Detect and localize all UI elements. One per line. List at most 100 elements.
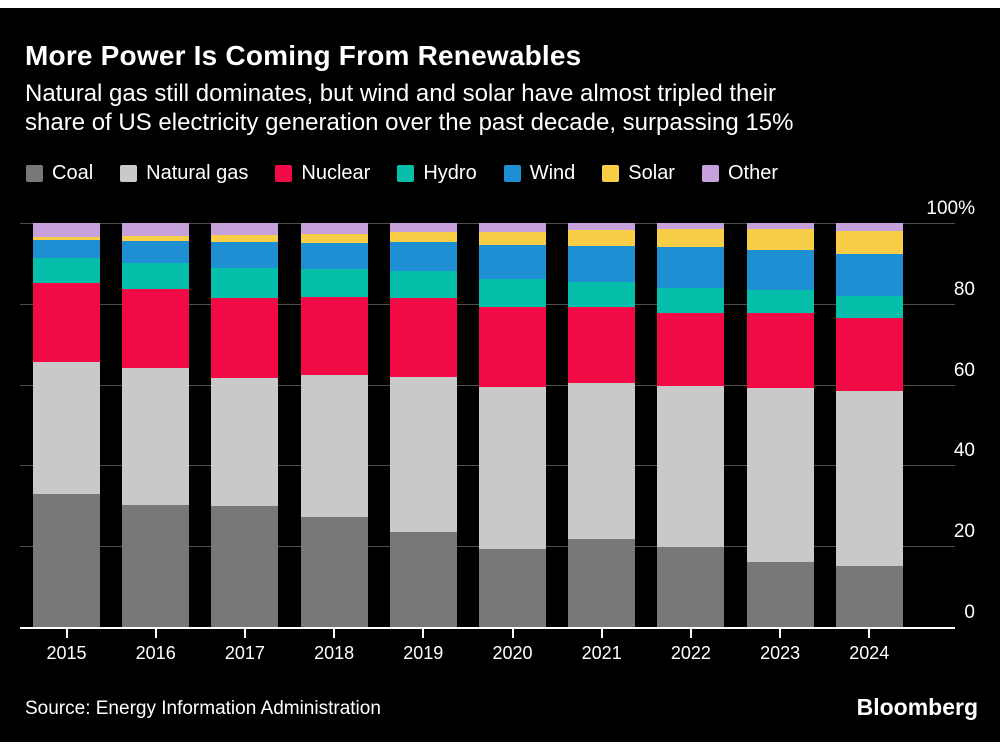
bar-segment-wind-2022	[657, 247, 725, 289]
bar-segment-coal-2018	[300, 517, 368, 627]
legend-swatch-coal	[26, 164, 43, 182]
bar-segment-coal-2019	[389, 532, 457, 627]
legend-swatch-nuclear	[275, 164, 293, 182]
legend-item-coal: Coal	[26, 163, 93, 183]
legend-swatch-wind	[503, 164, 521, 182]
bar-segment-nuclear-2023	[746, 313, 814, 388]
bloomberg-logo: Bloomberg	[856, 694, 978, 720]
legend-swatch-natural-gas	[120, 164, 138, 182]
x-axis-tick	[65, 629, 68, 638]
bar-segment-natural-gas-2021	[568, 383, 636, 539]
x-axis-label-2021: 2021	[581, 643, 622, 663]
bar-segment-hydro-2023	[746, 290, 814, 314]
bar-segment-wind-2017	[211, 242, 279, 268]
bar-segment-natural-gas-2019	[389, 377, 457, 533]
bar-segment-solar-2023	[746, 229, 814, 250]
x-axis-tick	[511, 629, 514, 638]
bar-segment-solar-2021	[568, 229, 636, 246]
bar-segment-nuclear-2015	[33, 282, 100, 362]
bar-segment-wind-2024	[835, 253, 903, 297]
chart-legend: Coal Natural gas Nuclear Hydro Wind Solar Othe…	[26, 163, 778, 183]
x-axis-label-2020: 2020	[492, 643, 533, 663]
bar-segment-other-2016	[122, 223, 190, 236]
chart-card: More Power Is Coming From Renewables Nat…	[0, 8, 1000, 742]
legend-label: Coal	[52, 162, 94, 184]
x-axis-label-2024: 2024	[849, 643, 890, 663]
legend-label: Natural gas	[146, 162, 249, 184]
bar-segment-hydro-2022	[657, 288, 725, 313]
bar-segment-wind-2021	[568, 245, 636, 283]
bar-segment-natural-gas-2016	[122, 368, 190, 505]
y-axis-tick-label: 20	[953, 521, 975, 543]
bar-segment-wind-2020	[479, 245, 546, 279]
legend-swatch-hydro	[397, 164, 415, 182]
legend-label: Solar	[628, 162, 675, 184]
y-axis-tick-label: 0	[964, 602, 975, 623]
bar-segment-solar-2015	[33, 236, 100, 241]
bar-segment-hydro-2018	[300, 269, 368, 298]
x-axis-line	[20, 627, 955, 629]
bar-segment-hydro-2017	[211, 267, 279, 298]
bar-segment-other-2017	[211, 223, 279, 235]
legend-item-hydro: Hydro	[397, 162, 477, 184]
x-axis-tick	[868, 629, 871, 638]
x-axis-tick	[422, 629, 425, 638]
bar-segment-solar-2024	[835, 231, 903, 254]
legend-label: Nuclear	[301, 162, 371, 184]
bar-segment-other-2021	[568, 223, 636, 230]
bar-segment-other-2018	[300, 223, 368, 235]
bar-segment-nuclear-2016	[122, 289, 190, 369]
bar-segment-other-2020	[479, 223, 546, 232]
bar-segment-natural-gas-2018	[300, 374, 368, 518]
bar-segment-nuclear-2019	[389, 298, 457, 378]
bar-segment-solar-2017	[211, 234, 279, 243]
bar-segment-coal-2023	[746, 561, 814, 627]
stacked-bar-chart: 100% 80 60 40 20 0 2015 2016 2017 2018 2019 2020 202…	[0, 8, 1000, 742]
x-axis-label-2015: 2015	[46, 643, 87, 663]
y-axis-tick-label: 40	[953, 440, 975, 462]
legend-item-other: Other	[701, 163, 778, 183]
bar-segment-other-2024	[835, 223, 903, 232]
bar-segment-hydro-2020	[479, 278, 546, 308]
bar-segment-coal-2024	[835, 566, 903, 627]
x-axis-tick	[689, 629, 692, 638]
bar-segment-coal-2022	[657, 547, 725, 627]
bar-segment-natural-gas-2015	[33, 361, 100, 495]
legend-item-nuclear: Nuclear	[275, 163, 370, 183]
bar-segment-nuclear-2024	[835, 318, 903, 392]
bar-segment-natural-gas-2023	[746, 387, 814, 562]
legend-item-wind: Wind	[503, 163, 575, 183]
bar-segment-wind-2023	[746, 249, 814, 291]
bar-segment-natural-gas-2020	[479, 386, 546, 550]
legend-label: Hydro	[423, 162, 477, 184]
bar-segment-solar-2022	[657, 228, 725, 248]
bar-segment-coal-2021	[568, 538, 636, 627]
bar-segment-wind-2019	[389, 242, 457, 272]
bar-segment-coal-2020	[479, 549, 546, 627]
bar-segment-coal-2016	[122, 504, 190, 627]
bar-segment-coal-2015	[33, 494, 100, 627]
x-axis-tick	[600, 629, 603, 638]
bar-segment-hydro-2021	[568, 282, 636, 308]
legend-swatch-solar	[602, 164, 620, 182]
bar-segment-other-2022	[657, 223, 725, 229]
x-axis-tick	[154, 629, 157, 638]
legend-item-natural-gas: Natural gas	[120, 163, 248, 183]
bar-segment-hydro-2019	[389, 271, 457, 299]
bar-segment-natural-gas-2024	[835, 391, 903, 567]
bar-segment-coal-2017	[211, 506, 279, 627]
x-axis-tick	[779, 629, 782, 638]
chart-subtitle-line-2: share of US electricity generation over …	[25, 109, 794, 136]
y-axis-tick-label: 60	[953, 359, 975, 381]
bar-segment-solar-2018	[300, 234, 368, 244]
bar-segment-natural-gas-2017	[211, 378, 279, 507]
bar-segment-other-2023	[746, 223, 814, 230]
bar-segment-hydro-2015	[33, 258, 100, 283]
x-axis-label-2017: 2017	[224, 643, 265, 663]
bar-segment-nuclear-2020	[479, 307, 546, 387]
bar-segment-nuclear-2017	[211, 297, 279, 379]
bar-segment-nuclear-2018	[300, 297, 368, 375]
bar-segment-nuclear-2022	[657, 312, 725, 387]
legend-swatch-other	[701, 164, 719, 182]
bar-segment-natural-gas-2022	[657, 386, 725, 548]
